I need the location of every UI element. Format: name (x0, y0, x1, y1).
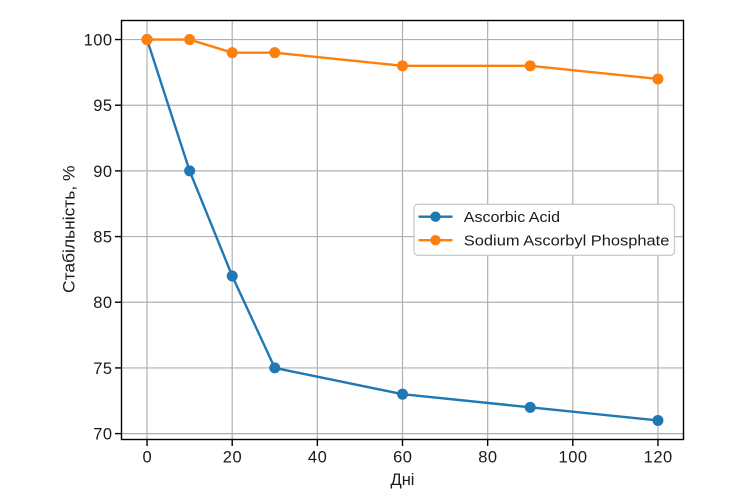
svg-text:Sodium Ascorbyl Phosphate: Sodium Ascorbyl Phosphate (464, 233, 670, 250)
svg-text:120: 120 (644, 449, 673, 467)
svg-text:40: 40 (308, 449, 327, 467)
svg-text:85: 85 (93, 229, 112, 247)
svg-text:60: 60 (393, 449, 412, 467)
svg-text:Стабільність, %: Стабільність, % (61, 165, 79, 293)
svg-text:Дні: Дні (391, 471, 415, 489)
svg-text:75: 75 (93, 360, 112, 378)
svg-text:80: 80 (478, 449, 497, 467)
svg-text:70: 70 (93, 426, 112, 444)
svg-text:20: 20 (223, 449, 242, 467)
svg-text:Ascorbic Acid: Ascorbic Acid (464, 209, 560, 226)
svg-text:0: 0 (142, 449, 152, 467)
svg-text:90: 90 (93, 163, 112, 181)
svg-text:100: 100 (559, 449, 588, 467)
svg-text:100: 100 (84, 32, 113, 50)
svg-text:95: 95 (93, 97, 112, 115)
svg-text:80: 80 (93, 294, 112, 312)
